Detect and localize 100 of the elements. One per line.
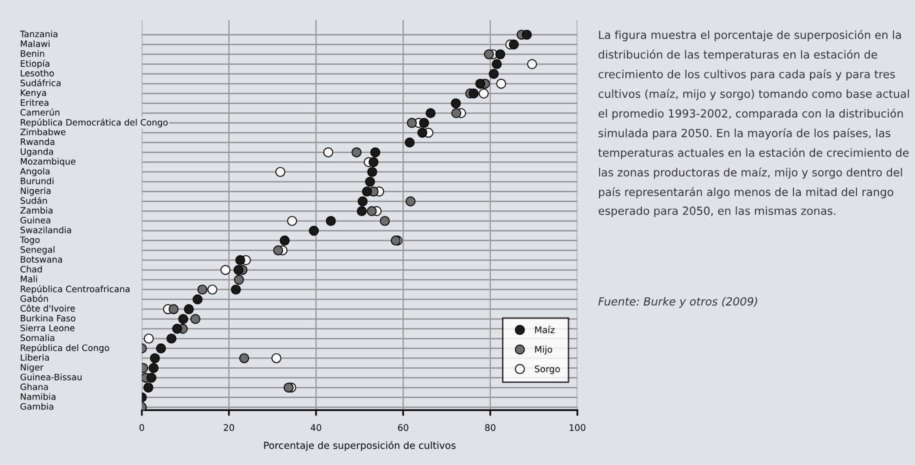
point — [197, 284, 208, 295]
point — [166, 334, 176, 344]
point — [478, 88, 489, 98]
y-tick-label: Kenya — [20, 90, 46, 98]
y-tick-label: Gambia — [20, 402, 54, 410]
point — [468, 88, 479, 98]
y-tick-label: Liberia — [20, 354, 49, 361]
y-tick-label: Guinea — [20, 216, 50, 224]
point — [273, 245, 284, 256]
point — [426, 108, 436, 118]
point — [271, 353, 282, 364]
point — [230, 284, 241, 295]
x-tick-label: 0 — [140, 424, 144, 432]
y-tick-label: Chad — [20, 266, 42, 272]
y-tick-label: Burundi — [20, 178, 54, 184]
x-tick-label: 80 — [485, 424, 496, 432]
point — [168, 304, 179, 314]
point — [192, 294, 203, 304]
point — [239, 353, 250, 364]
point — [150, 353, 160, 364]
point — [356, 206, 367, 216]
y-tick-label: Camerún — [20, 108, 60, 116]
point — [404, 138, 415, 148]
y-tick-label: Senegal — [20, 246, 54, 255]
y-tick-label: Gabón — [20, 294, 48, 302]
point — [417, 128, 428, 138]
y-tick-label: Etiopía — [20, 60, 50, 69]
y-tick-label: Niger — [20, 364, 44, 372]
point — [148, 362, 159, 373]
point — [207, 284, 218, 295]
y-tick-label: Ghana — [20, 383, 48, 390]
x-tick-label: 40 — [310, 424, 322, 432]
y-tick-label: Botswana — [20, 256, 62, 263]
point — [235, 255, 246, 266]
point — [406, 118, 417, 128]
point — [190, 314, 200, 324]
y-tick-label: Uganda — [20, 148, 53, 157]
y-tick-label: Eritrea — [20, 99, 48, 106]
point — [143, 382, 154, 393]
point — [451, 108, 462, 118]
y-tick-label: Namibia — [20, 393, 56, 400]
point — [450, 98, 461, 108]
point — [475, 78, 486, 89]
point — [495, 49, 506, 60]
legend-label: Sorgo — [534, 366, 560, 374]
y-tick-label: Angola — [20, 168, 50, 176]
y-tick-label: Benin — [20, 50, 44, 57]
y-tick-label: Rwanda — [20, 138, 54, 146]
y-tick-label: Côte d'Ivoire — [20, 304, 75, 312]
point — [380, 216, 390, 226]
point — [496, 78, 506, 89]
point — [280, 236, 290, 246]
y-tick-label: Malawi — [20, 40, 50, 48]
y-tick-label: Guinea-Bissau — [20, 374, 82, 380]
point — [275, 166, 286, 177]
x-axis-title: Porcentaje de superposición de cultivos — [264, 441, 456, 451]
point — [488, 68, 499, 79]
y-tick-label: Burkina Faso — [20, 314, 76, 322]
y-tick-label: República Democrática del Congo — [20, 118, 168, 128]
point — [522, 30, 532, 40]
legend-label: Mijo — [535, 346, 552, 355]
y-tick-label: Zambia — [20, 206, 52, 214]
point — [352, 147, 362, 158]
point — [144, 334, 154, 344]
point — [358, 196, 368, 206]
point — [308, 226, 319, 236]
y-tick-label: Lesotho — [20, 70, 54, 76]
y-tick-label: Sierra Leone — [20, 324, 74, 332]
point — [370, 147, 380, 158]
point — [508, 40, 519, 50]
point — [492, 59, 502, 70]
point — [368, 157, 379, 168]
point — [156, 343, 166, 354]
point — [419, 118, 430, 128]
y-tick-label: Mali — [20, 276, 37, 282]
x-tick-label: 60 — [398, 424, 408, 432]
point — [527, 59, 538, 70]
y-tick-label: Sudán — [20, 196, 47, 204]
point — [184, 304, 194, 314]
point — [362, 186, 372, 197]
y-tick-label: República del Congo — [20, 344, 110, 353]
point — [146, 372, 156, 383]
point — [366, 206, 377, 216]
point — [178, 314, 188, 324]
point — [365, 176, 376, 187]
y-tick-label: Somalia — [20, 334, 54, 342]
point — [406, 196, 416, 206]
x-tick-label: 20 — [224, 424, 234, 432]
y-tick-label: República Centroafricana — [20, 285, 130, 294]
x-tick-label: 100 — [570, 424, 586, 432]
point — [323, 147, 334, 158]
point — [234, 264, 244, 275]
y-tick-label: Tanzania — [20, 30, 58, 38]
point — [220, 264, 230, 275]
text: La figura muestra el porcentaje de superposición en la distribución de las temperaturas en la estación de crecimiento de los cultivos para cada país y para tres cultivos (maíz, mijo y sorgo) tomando como base actual el promedio 1993-2002, comparada con la distribución simulada para 2050. En la mayoría de los países, las temperaturas actuales en la estación de crecimiento de las zonas productoras de maíz, mijo y sorgo dentro del país representarán algo menos de la mitad del rango esperado para 2050, en las mismas zonas. — [598, 30, 909, 218]
y-tick-label: Swazilandia — [20, 226, 71, 234]
y-tick-label: Mozambique — [20, 158, 76, 166]
point — [234, 274, 244, 285]
y-tick-label: Sudáfrica — [20, 79, 61, 86]
point — [367, 166, 378, 177]
